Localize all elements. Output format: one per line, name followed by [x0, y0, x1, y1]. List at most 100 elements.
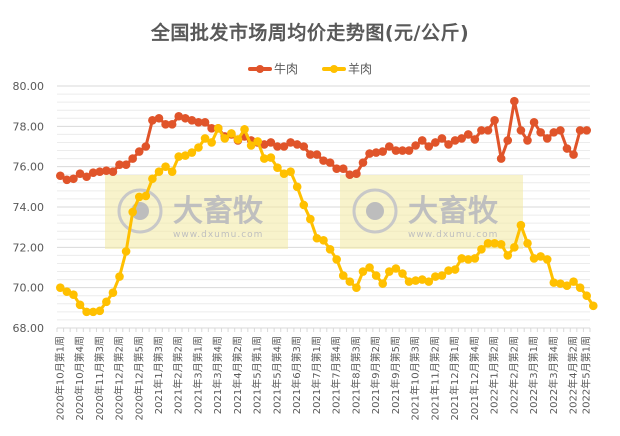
data-point[interactable] [365, 149, 374, 158]
data-point[interactable] [529, 118, 539, 127]
data-point[interactable] [148, 115, 157, 125]
data-point[interactable] [62, 287, 72, 297]
data-point[interactable] [371, 271, 381, 280]
data-point[interactable] [483, 126, 493, 135]
data-point[interactable] [82, 172, 91, 182]
data-point[interactable] [286, 138, 295, 147]
data-point[interactable] [279, 142, 289, 151]
data-point[interactable] [292, 140, 302, 149]
legend-item-mutton[interactable]: 羊肉 [322, 60, 372, 77]
data-point[interactable] [82, 307, 91, 317]
data-point[interactable] [306, 214, 315, 224]
data-point[interactable] [253, 137, 262, 146]
data-point[interactable] [457, 134, 466, 143]
data-point[interactable] [128, 154, 137, 163]
data-point[interactable] [391, 264, 401, 273]
data-point[interactable] [529, 254, 539, 263]
data-point[interactable] [273, 142, 282, 151]
data-point[interactable] [154, 113, 164, 123]
data-point[interactable] [220, 134, 230, 143]
data-point[interactable] [417, 136, 427, 145]
data-point[interactable] [490, 239, 499, 248]
data-point[interactable] [266, 138, 276, 147]
data-point[interactable] [240, 125, 249, 134]
data-point[interactable] [345, 170, 355, 180]
data-point[interactable] [549, 128, 559, 137]
data-point[interactable] [536, 128, 545, 137]
data-point[interactable] [503, 136, 513, 145]
data-point[interactable] [358, 158, 368, 167]
data-point[interactable] [358, 267, 368, 276]
data-point[interactable] [213, 124, 223, 133]
data-point[interactable] [299, 200, 309, 210]
data-point[interactable] [273, 163, 282, 172]
data-point[interactable] [569, 277, 578, 286]
data-point[interactable] [496, 240, 506, 249]
data-point[interactable] [542, 255, 552, 264]
data-point[interactable] [102, 166, 111, 175]
data-point[interactable] [167, 167, 177, 177]
data-point[interactable] [503, 251, 513, 260]
data-point[interactable] [404, 146, 414, 155]
data-point[interactable] [108, 288, 118, 298]
data-point[interactable] [391, 146, 401, 155]
data-point[interactable] [121, 160, 131, 169]
data-point[interactable] [338, 271, 348, 280]
data-point[interactable] [187, 115, 197, 125]
data-point[interactable] [115, 160, 124, 169]
data-point[interactable] [523, 136, 532, 145]
data-point[interactable] [437, 271, 447, 280]
data-point[interactable] [569, 150, 578, 159]
data-point[interactable] [450, 265, 460, 274]
data-point[interactable] [102, 297, 111, 307]
data-point[interactable] [292, 182, 302, 192]
data-point[interactable] [128, 207, 137, 217]
data-point[interactable] [227, 129, 236, 138]
data-point[interactable] [312, 150, 322, 159]
data-point[interactable] [95, 306, 105, 316]
data-point[interactable] [332, 164, 341, 173]
data-point[interactable] [207, 124, 216, 133]
data-point[interactable] [437, 134, 447, 143]
data-point[interactable] [325, 245, 335, 254]
data-point[interactable] [549, 278, 559, 287]
data-point[interactable] [424, 142, 434, 151]
data-point[interactable] [181, 113, 190, 123]
data-point[interactable] [411, 141, 420, 150]
data-point[interactable] [411, 276, 420, 285]
data-point[interactable] [181, 151, 190, 160]
data-point[interactable] [371, 148, 381, 157]
data-point[interactable] [332, 255, 341, 264]
data-point[interactable] [417, 275, 427, 284]
data-point[interactable] [365, 263, 374, 272]
data-point[interactable] [516, 126, 526, 135]
data-point[interactable] [562, 281, 572, 290]
data-point[interactable] [55, 171, 65, 181]
data-point[interactable] [556, 279, 565, 288]
data-point[interactable] [306, 150, 315, 159]
data-point[interactable] [536, 252, 545, 261]
data-point[interactable] [516, 220, 526, 230]
data-point[interactable] [378, 279, 388, 288]
data-point[interactable] [154, 167, 164, 177]
data-point[interactable] [161, 162, 170, 171]
data-point[interactable] [259, 140, 269, 149]
data-point[interactable] [69, 174, 78, 184]
data-point[interactable] [312, 233, 322, 243]
data-point[interactable] [134, 192, 144, 202]
data-point[interactable] [490, 115, 499, 125]
data-point[interactable] [450, 136, 460, 145]
data-point[interactable] [121, 247, 131, 256]
data-point[interactable] [161, 120, 170, 129]
data-point[interactable] [457, 254, 466, 263]
data-point[interactable] [259, 154, 269, 163]
data-point[interactable] [69, 290, 78, 300]
data-point[interactable] [575, 283, 585, 292]
data-point[interactable] [463, 130, 473, 139]
data-point[interactable] [167, 120, 177, 129]
data-point[interactable] [523, 239, 532, 248]
data-point[interactable] [463, 255, 473, 264]
data-point[interactable] [286, 167, 295, 177]
data-point[interactable] [200, 134, 210, 143]
data-point[interactable] [207, 138, 216, 147]
